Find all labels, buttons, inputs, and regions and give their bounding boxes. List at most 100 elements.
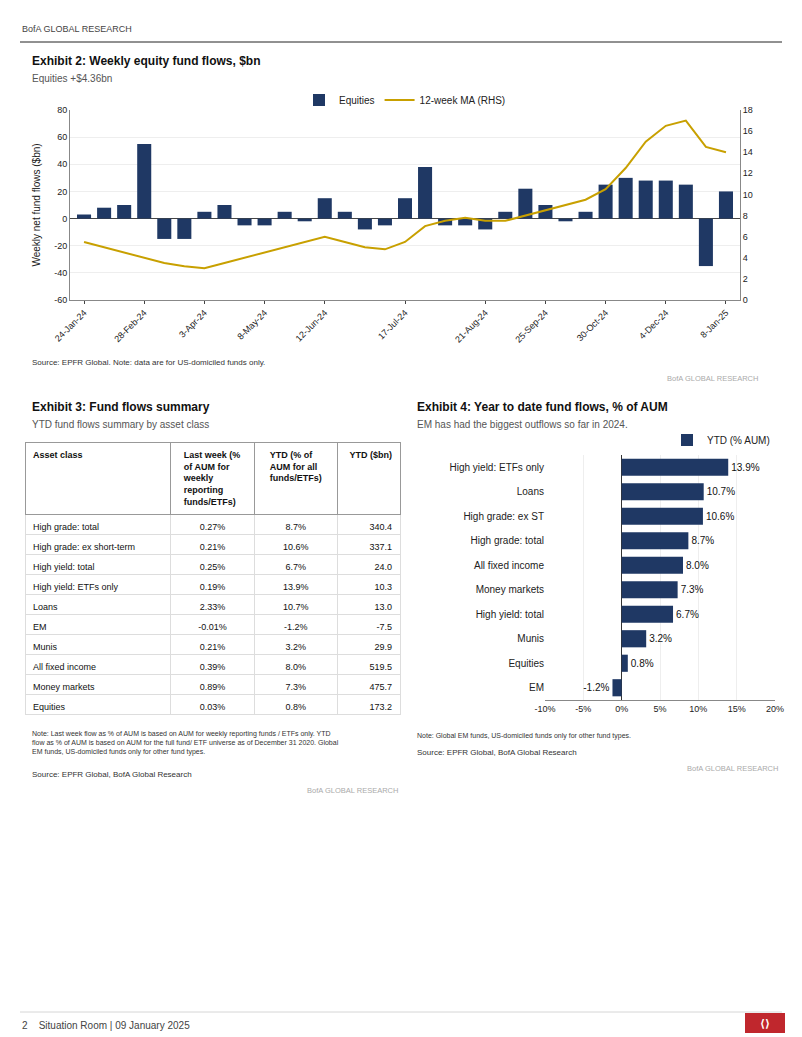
svg-text:YTD fund flows summary by asse: YTD fund flows summary by asset class [32,419,209,430]
svg-text:3.2%: 3.2% [649,633,672,644]
svg-text:Equities +$4.36bn: Equities +$4.36bn [32,73,112,84]
svg-text:24.0: 24.0 [374,562,392,572]
svg-text:High grade: total: High grade: total [33,522,99,532]
svg-text:⟨⟩: ⟨⟩ [760,1017,770,1029]
svg-text:8-Jan-25: 8-Jan-25 [698,308,730,340]
svg-text:High yield: ETFs only: High yield: ETFs only [33,582,119,592]
svg-text:All fixed income: All fixed income [33,662,96,672]
svg-text:0.21%: 0.21% [200,542,226,552]
svg-text:0.21%: 0.21% [200,642,226,652]
svg-text:-0.01%: -0.01% [198,622,227,632]
svg-text:YTD (% ofAUM for allfunds/ETFs: YTD (% ofAUM for allfunds/ETFs) [270,450,322,483]
svg-text:10: 10 [743,190,753,200]
svg-text:10%: 10% [689,704,707,714]
svg-text:Equities: Equities [508,658,544,669]
svg-text:-5%: -5% [575,704,591,714]
svg-text:Exhibit 3: Fund flows summary: Exhibit 3: Fund flows summary [32,400,210,414]
svg-text:4: 4 [743,253,748,263]
svg-text:0.8%: 0.8% [286,702,307,712]
svg-text:10.3: 10.3 [374,582,392,592]
svg-text:High yield: total: High yield: total [33,562,95,572]
svg-text:Equities: Equities [33,702,66,712]
svg-text:60: 60 [57,132,67,142]
svg-text:24-Jan-24: 24-Jan-24 [53,308,89,344]
svg-text:Money markets: Money markets [476,584,544,595]
svg-text:14: 14 [743,147,753,157]
svg-text:2.33%: 2.33% [200,602,226,612]
svg-text:High yield: ETFs only: High yield: ETFs only [450,462,544,473]
svg-text:Source: EPFR Global. Note: dat: Source: EPFR Global. Note: data are for … [32,358,265,367]
svg-text:Exhibit 4: Year to date fund f: Exhibit 4: Year to date fund flows, % of… [417,400,668,414]
svg-text:80: 80 [57,105,67,115]
svg-text:8.7%: 8.7% [691,535,714,546]
svg-text:High grade: ex ST: High grade: ex ST [463,511,544,522]
svg-text:EM: EM [529,682,544,693]
svg-text:BofA GLOBAL RESEARCH: BofA GLOBAL RESEARCH [687,764,778,773]
svg-text:BofA GLOBAL RESEARCH: BofA GLOBAL RESEARCH [22,24,132,34]
svg-text:0: 0 [62,214,67,224]
svg-text:3.2%: 3.2% [286,642,307,652]
svg-text:-20: -20 [54,241,67,251]
svg-text:7.3%: 7.3% [286,682,307,692]
svg-text:8.7%: 8.7% [286,522,307,532]
svg-text:6.7%: 6.7% [676,609,699,620]
svg-text:0.19%: 0.19% [200,582,226,592]
svg-text:2 Situation Room | 09 Janua: 2 Situation Room | 09 January 2025 [22,1020,190,1031]
svg-text:High grade: ex short-term: High grade: ex short-term [33,542,135,552]
svg-text:337.1: 337.1 [369,542,392,552]
svg-text:13.9%: 13.9% [731,462,759,473]
svg-text:173.2: 173.2 [369,702,392,712]
svg-text:Munis: Munis [33,642,58,652]
svg-text:20%: 20% [766,704,784,714]
svg-text:16: 16 [743,126,753,136]
svg-text:18: 18 [743,105,753,115]
svg-text:Source: EPFR Global, BofA Glob: Source: EPFR Global, BofA Global Researc… [417,748,577,757]
svg-text:12: 12 [743,168,753,178]
svg-text:6: 6 [743,232,748,242]
svg-text:10.6%: 10.6% [283,542,309,552]
svg-text:13.9%: 13.9% [283,582,309,592]
svg-text:Money markets: Money markets [33,682,95,692]
svg-text:475.7: 475.7 [369,682,392,692]
svg-text:13.0: 13.0 [374,602,392,612]
svg-text:All fixed income: All fixed income [474,560,544,571]
svg-text:12-Jun-24: 12-Jun-24 [294,308,330,344]
svg-text:-1.2%: -1.2% [284,622,308,632]
svg-text:4-Dec-24: 4-Dec-24 [637,308,670,341]
svg-text:8.0%: 8.0% [286,662,307,672]
svg-text:40: 40 [57,159,67,169]
svg-text:Loans: Loans [517,486,544,497]
svg-text:-10%: -10% [534,704,555,714]
svg-text:8.0%: 8.0% [686,560,709,571]
svg-text:519.5: 519.5 [369,662,392,672]
svg-text:15%: 15% [728,704,746,714]
svg-text:10.7%: 10.7% [283,602,309,612]
svg-text:EM: EM [33,622,47,632]
svg-text:0: 0 [743,295,748,305]
svg-text:Last week (%of AUM forweeklyre: Last week (%of AUM forweeklyreportingfun… [183,450,241,507]
svg-text:0%: 0% [615,704,628,714]
svg-text:8: 8 [743,211,748,221]
svg-text:20: 20 [57,187,67,197]
svg-text:Loans: Loans [33,602,58,612]
svg-text:29.9: 29.9 [374,642,392,652]
svg-text:High grade: total: High grade: total [471,535,544,546]
svg-text:YTD (% AUM): YTD (% AUM) [707,435,770,446]
svg-text:EM has had the biggest outflow: EM has had the biggest outflows so far i… [417,419,628,430]
svg-text:Munis: Munis [517,633,544,644]
svg-text:Note: Last week flow as % of A: Note: Last week flow as % of AUM is base… [32,730,339,756]
svg-text:340.4: 340.4 [369,522,392,532]
svg-text:12-week MA (RHS): 12-week MA (RHS) [420,95,506,106]
svg-text:21-Aug-24: 21-Aug-24 [453,308,490,345]
svg-text:0.25%: 0.25% [200,562,226,572]
svg-text:-7.5: -7.5 [376,622,392,632]
svg-text:25-Sep-24: 25-Sep-24 [513,308,550,345]
svg-text:BofA GLOBAL RESEARCH: BofA GLOBAL RESEARCH [307,786,398,795]
svg-text:8-May-24: 8-May-24 [235,308,269,342]
svg-text:17-Jul-24: 17-Jul-24 [376,308,410,342]
svg-text:10.7%: 10.7% [707,486,735,497]
svg-text:Note: Global EM funds, US-domi: Note: Global EM funds, US-domiciled fund… [417,732,631,740]
svg-text:High yield: total: High yield: total [476,609,544,620]
svg-text:Exhibit 2: Weekly equity fund: Exhibit 2: Weekly equity fund flows, $bn [32,54,260,68]
svg-text:3-Apr-24: 3-Apr-24 [177,308,209,340]
